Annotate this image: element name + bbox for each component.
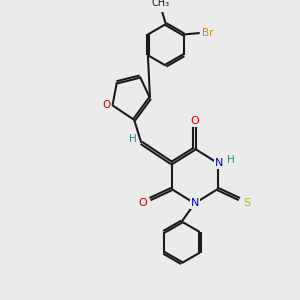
- Text: O: O: [190, 116, 199, 126]
- Text: S: S: [243, 198, 250, 208]
- Text: Br: Br: [202, 28, 214, 38]
- Text: H: H: [129, 134, 136, 144]
- Text: O: O: [102, 100, 110, 110]
- Text: O: O: [138, 198, 147, 208]
- Text: H: H: [227, 155, 235, 165]
- Text: CH₃: CH₃: [151, 0, 169, 8]
- Text: N: N: [215, 158, 224, 168]
- Text: N: N: [190, 198, 199, 208]
